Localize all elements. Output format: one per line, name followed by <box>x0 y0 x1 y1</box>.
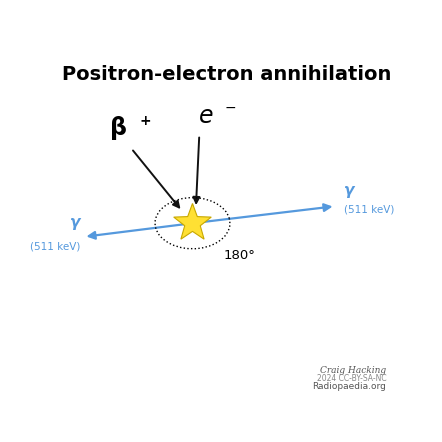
Text: $\mathbf{\beta}$: $\mathbf{\beta}$ <box>109 114 126 141</box>
Text: 180°: 180° <box>223 249 255 262</box>
Text: Radiopaedia.org: Radiopaedia.org <box>312 381 386 391</box>
Text: $-$: $-$ <box>224 100 236 114</box>
Text: $e$: $e$ <box>198 104 214 128</box>
Text: Craig Hacking: Craig Hacking <box>320 366 386 375</box>
Text: (511 keV): (511 keV) <box>344 205 394 214</box>
Text: γ: γ <box>70 215 80 230</box>
Text: $\mathbf{+}$: $\mathbf{+}$ <box>139 114 151 128</box>
Text: Positron-electron annihilation: Positron-electron annihilation <box>62 65 391 84</box>
Text: γ: γ <box>344 183 354 198</box>
Text: 2024 CC-BY-SA-NC: 2024 CC-BY-SA-NC <box>317 374 386 383</box>
Text: (511 keV): (511 keV) <box>30 242 80 252</box>
Polygon shape <box>174 203 211 239</box>
